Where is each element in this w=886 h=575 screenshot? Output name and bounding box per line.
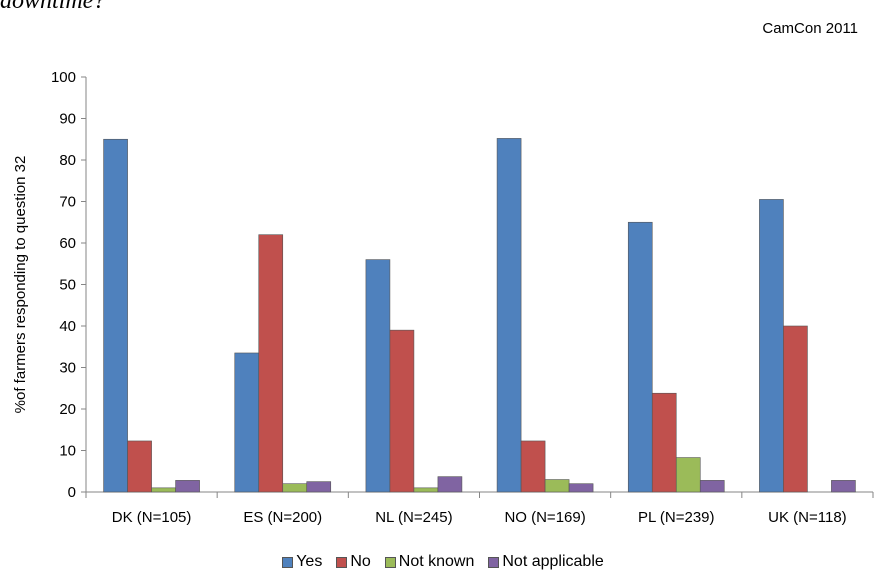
x-tick-label: PL (N=239) [638, 509, 715, 526]
bar-not-applicable [831, 480, 856, 493]
legend-label: Not applicable [502, 553, 604, 570]
bar-yes [365, 259, 391, 493]
bar-no [520, 440, 546, 493]
bar-no [783, 325, 808, 493]
bar-not-known [675, 457, 701, 493]
legend-swatch [282, 556, 294, 568]
bar-yes [759, 199, 784, 493]
bar-chart: 0 10 20 30 40 50 60 70 80 90 100 %of farmers respon… [12, 69, 874, 526]
x-tick-label: ES (N=200) [243, 509, 322, 526]
bar-not-applicable [175, 480, 200, 493]
bar-yes [234, 352, 260, 493]
y-tick-label: 10 [59, 443, 76, 460]
legend-swatch [384, 556, 396, 568]
legend-item: No [336, 553, 371, 571]
y-tick-label: 40 [59, 318, 76, 335]
legend-swatch [488, 556, 500, 568]
x-tick-label: NO (N=169) [504, 509, 585, 526]
figure-caption: downtime? [0, 0, 106, 14]
bar-not-known [544, 479, 570, 493]
bar-yes [496, 138, 522, 493]
bar-no [389, 329, 415, 493]
y-tick-label: 90 [59, 111, 76, 128]
y-tick-label: 100 [51, 69, 76, 86]
legend-label: Yes [296, 553, 323, 570]
y-axis-label: %of farmers responding to question 32 [12, 156, 29, 414]
bar-yes [627, 221, 653, 493]
y-tick-label: 80 [59, 152, 76, 169]
bar-no [127, 440, 152, 493]
bar-not-applicable [699, 480, 725, 493]
y-tick-label: 20 [59, 401, 76, 418]
legend-item: Yes [282, 553, 322, 571]
bar-not-applicable [568, 483, 594, 493]
bar-no [651, 392, 677, 493]
source-label: CamCon 2011 [762, 20, 858, 37]
legend-label: No [350, 553, 371, 570]
y-tick-label: 70 [59, 194, 76, 211]
bar-not-applicable [306, 481, 332, 493]
bar-not-known [282, 483, 308, 493]
y-tick-label: 30 [59, 360, 76, 377]
legend-item: Not applicable [488, 553, 604, 571]
x-tick-label: NL (N=245) [375, 509, 452, 526]
bar-no [258, 234, 284, 493]
bar-yes [103, 138, 128, 493]
bar-not-known [413, 487, 439, 493]
chart-legend: Yes No Not known Not applicable [0, 553, 886, 571]
y-tick-label: 60 [59, 235, 76, 252]
bar-not-known [151, 487, 176, 493]
y-tick-label: 0 [68, 484, 76, 501]
legend-item: Not known [384, 553, 475, 571]
legend-swatch [336, 556, 348, 568]
legend-label: Not known [398, 553, 475, 570]
x-tick-label: UK (N=118) [768, 509, 847, 526]
bar-not-applicable [437, 476, 463, 493]
x-tick-label: DK (N=105) [112, 509, 192, 526]
y-tick-label: 50 [59, 277, 76, 294]
